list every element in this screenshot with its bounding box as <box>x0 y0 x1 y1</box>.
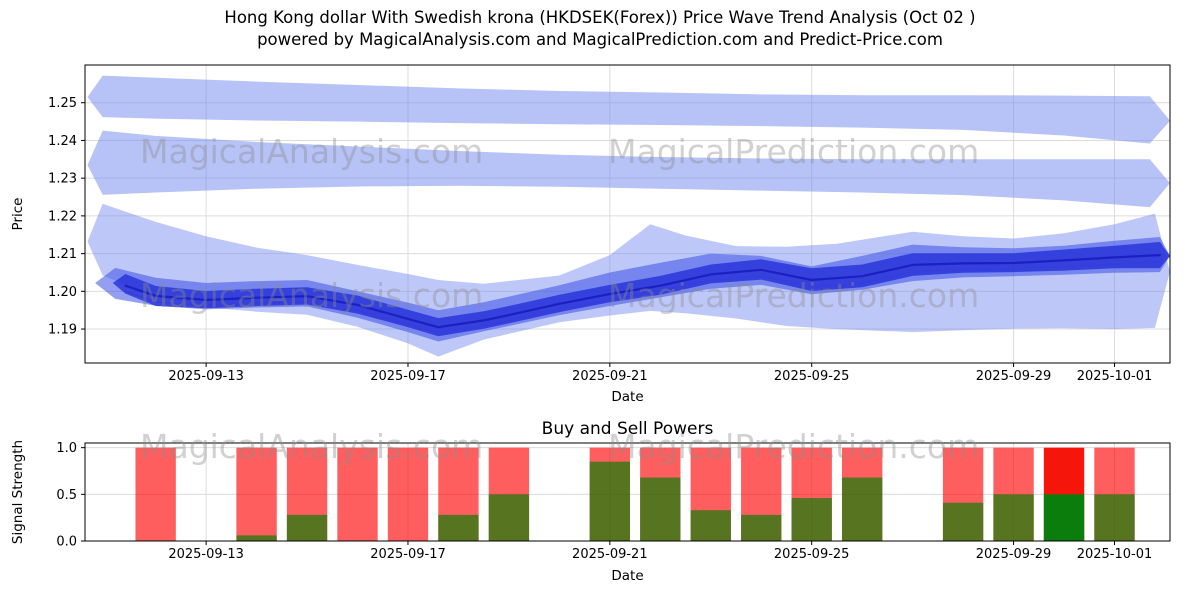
buy-bar-2025-09-24 <box>741 514 782 541</box>
y-tick-label: 1.24 <box>48 134 77 149</box>
x-tick-label: 2025-10-01 <box>1077 369 1153 384</box>
watermark-left: MagicalAnalysis.com <box>140 427 483 466</box>
figure-title: Hong Kong dollar With Swedish krona (HKD… <box>0 7 1200 51</box>
watermark-right: MagicalPrediction.com <box>608 427 979 466</box>
title-line-1: Hong Kong dollar With Swedish krona (HKD… <box>224 8 976 27</box>
x-tick-label: 2025-09-25 <box>774 547 850 562</box>
buy-bar-2025-09-28 <box>942 502 984 541</box>
buy-bar-2025-10-01 <box>1094 494 1135 541</box>
y-tick-label: 1.0 <box>56 441 77 456</box>
plot-frame <box>84 442 1171 542</box>
y-tick-label: 1.19 <box>48 323 77 338</box>
upper-forecast-band <box>87 75 1170 144</box>
y-tick-label: 1.25 <box>48 96 77 111</box>
y-tick-label: 0.5 <box>56 488 77 503</box>
x-tick-label: 2025-09-21 <box>572 369 648 384</box>
buy-bar-2025-09-21 <box>589 461 631 541</box>
x-tick-label: 2025-09-29 <box>976 369 1052 384</box>
x-axis-label: Date <box>611 389 643 405</box>
y-tick-label: 1.22 <box>48 209 77 224</box>
watermark-right: MagicalPrediction.com <box>608 132 979 171</box>
buy-sell-chart: 2025-09-13 2025-09-17 2025-09-21 2025-09-25… <box>10 419 1171 584</box>
buy-bar-2025-09-23 <box>690 510 731 541</box>
y-tick-label: 1.20 <box>48 285 77 300</box>
buy-bar-2025-09-18 <box>438 514 479 541</box>
sell-bar-2025-09-17 <box>387 447 429 541</box>
y-tick-label: 0.0 <box>56 535 77 550</box>
buy-bar-2025-09-22 <box>640 477 681 541</box>
subplot-title: Buy and Sell Powers <box>542 419 714 439</box>
price-trace-light <box>124 261 1161 334</box>
x-axis-label: Date <box>611 568 643 584</box>
title-line-2: powered by MagicalAnalysis.com and Magic… <box>257 30 943 49</box>
sell-bar-2025-09-16 <box>337 447 378 541</box>
y-axis-label: Price <box>10 198 26 231</box>
buy-bar-2025-09-30 <box>1043 494 1085 541</box>
buy-bar-2025-09-29 <box>993 494 1034 541</box>
price-wave-chart: 2025-09-13 2025-09-17 2025-09-21 2025-09-25… <box>10 64 1171 405</box>
x-tick-label: 2025-09-13 <box>168 547 244 562</box>
watermark-left: MagicalAnalysis.com <box>140 132 483 171</box>
x-tick-label: 2025-09-25 <box>774 369 850 384</box>
x-tick-label: 2025-09-17 <box>370 547 446 562</box>
buy-bar-2025-09-26 <box>841 477 883 541</box>
middle-forecast-band <box>87 130 1170 208</box>
buy-bar-2025-09-15 <box>286 514 328 541</box>
plot-frame <box>84 64 1171 364</box>
x-tick-label: 2025-10-01 <box>1077 547 1153 562</box>
sell-bar-2025-09-14 <box>236 447 277 541</box>
buy-bar-2025-09-19 <box>488 494 530 541</box>
sell-bar-2025-09-12 <box>135 447 176 541</box>
x-tick-label: 2025-09-13 <box>168 369 244 384</box>
price-trace-dark <box>124 254 1162 329</box>
buy-bar-2025-09-14 <box>236 535 277 541</box>
x-tick-label: 2025-09-21 <box>572 547 648 562</box>
y-tick-label: 1.21 <box>48 247 77 262</box>
watermark-left: MagicalAnalysis.com <box>140 276 483 315</box>
x-tick-label: 2025-09-29 <box>976 547 1052 562</box>
y-axis-label: Signal Strength <box>10 440 26 544</box>
x-tick-label: 2025-09-17 <box>370 369 446 384</box>
watermark-right: MagicalPrediction.com <box>608 276 979 315</box>
buy-bar-2025-09-25 <box>791 498 832 541</box>
y-tick-label: 1.23 <box>48 172 77 187</box>
